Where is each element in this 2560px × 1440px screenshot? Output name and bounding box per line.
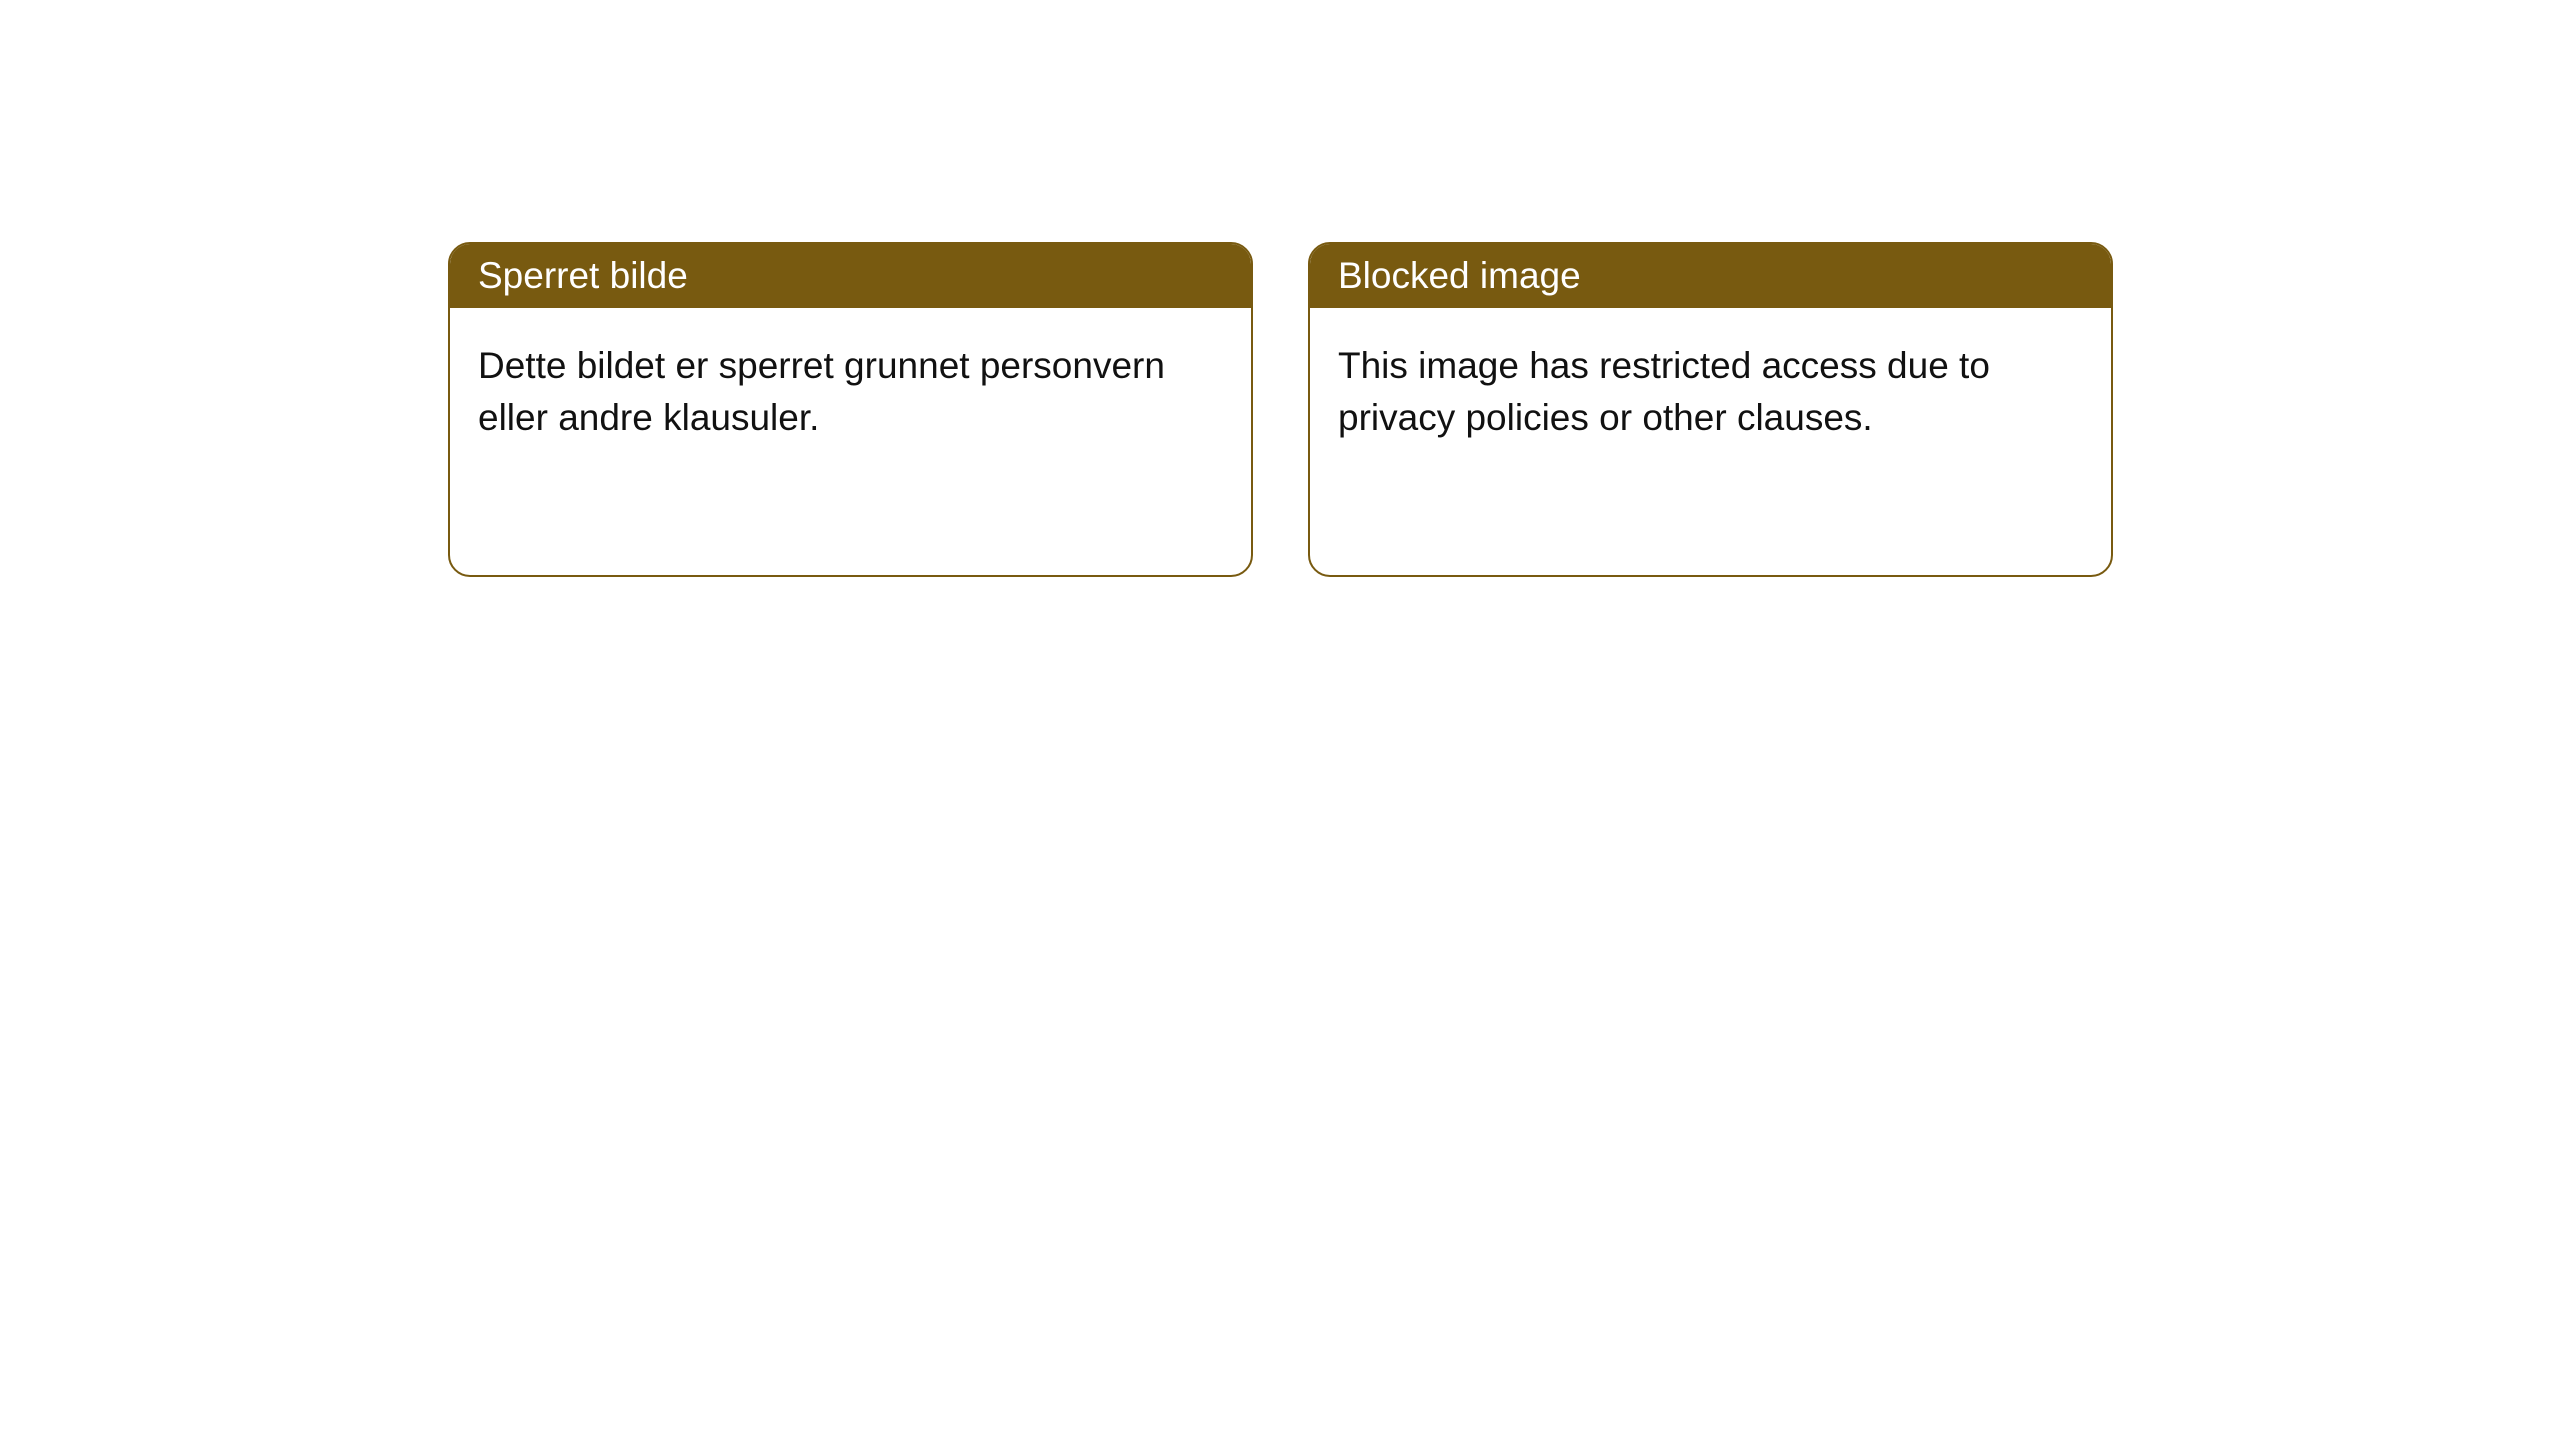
notice-card-english: Blocked image This image has restricted … bbox=[1308, 242, 2113, 577]
notice-title-english: Blocked image bbox=[1310, 244, 2111, 308]
notice-container: Sperret bilde Dette bildet er sperret gr… bbox=[0, 0, 2560, 577]
notice-title-norwegian: Sperret bilde bbox=[450, 244, 1251, 308]
notice-body-norwegian: Dette bildet er sperret grunnet personve… bbox=[450, 308, 1251, 476]
notice-card-norwegian: Sperret bilde Dette bildet er sperret gr… bbox=[448, 242, 1253, 577]
notice-body-english: This image has restricted access due to … bbox=[1310, 308, 2111, 476]
